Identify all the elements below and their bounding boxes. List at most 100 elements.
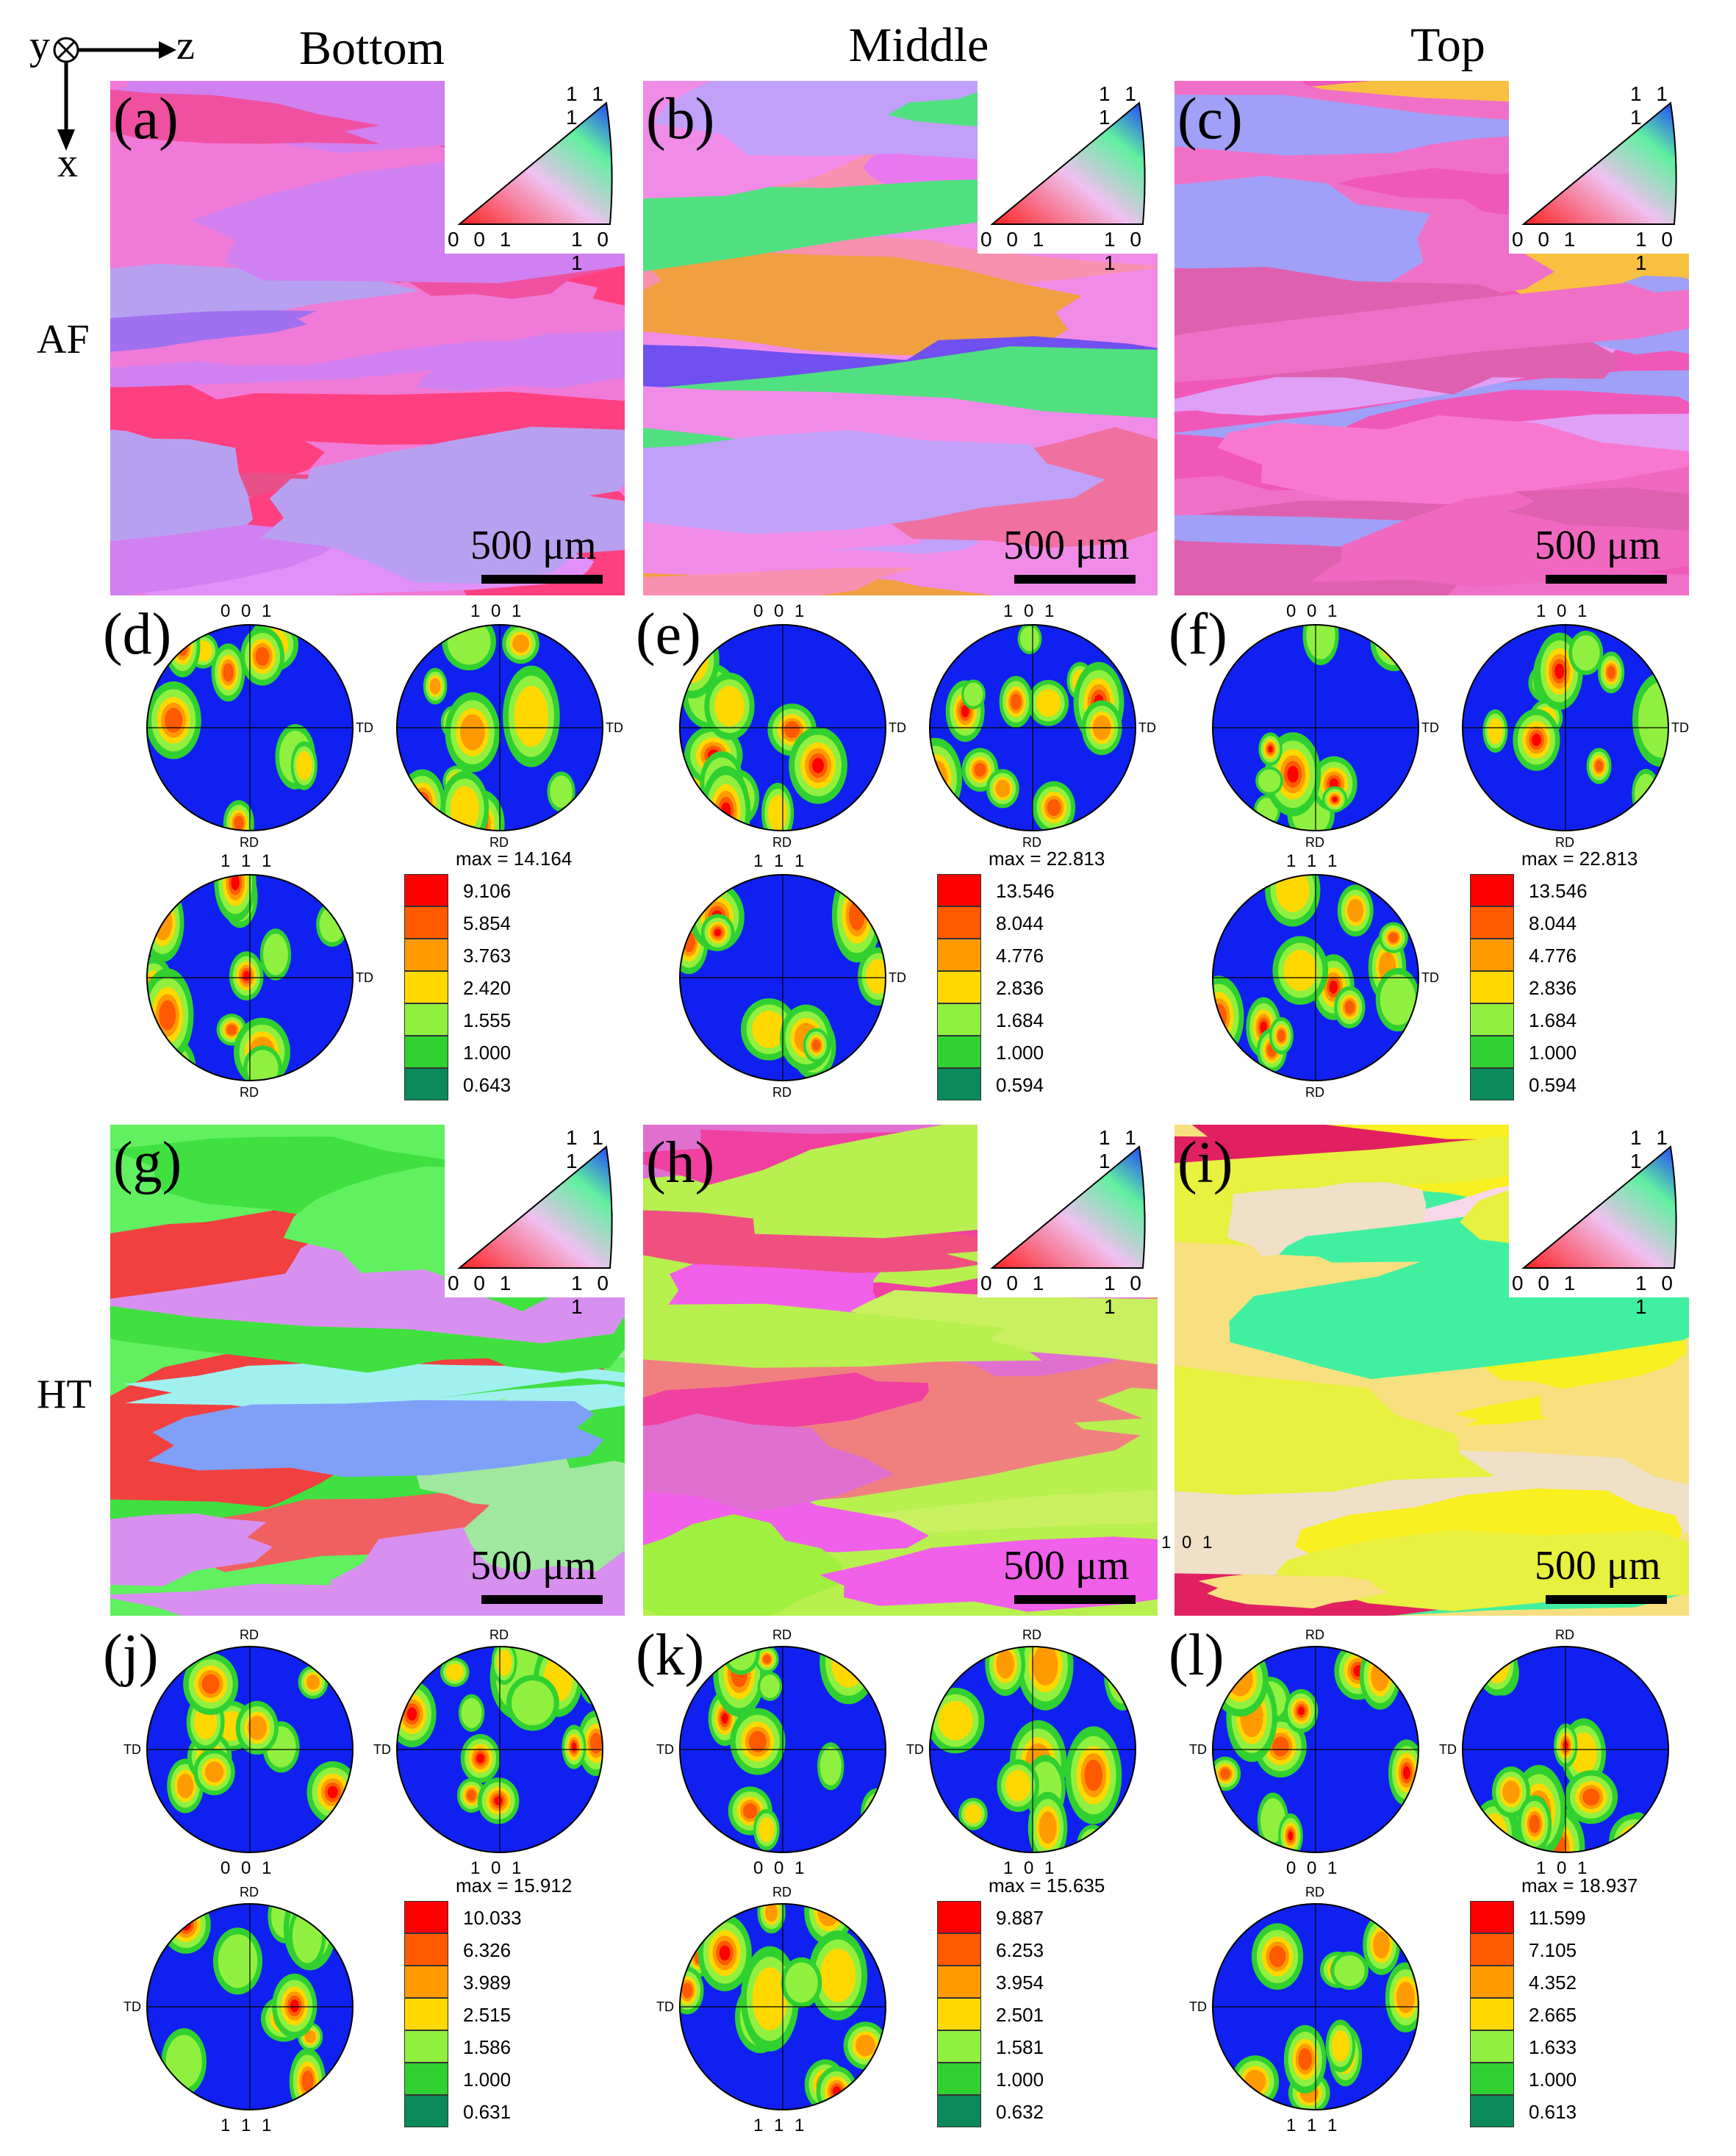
grain: [643, 430, 1105, 534]
legend-level: 8.044: [996, 912, 1044, 934]
legend-swatch: [404, 1966, 448, 1998]
legend-swatch: [404, 1901, 448, 1933]
grain: [643, 177, 1069, 290]
grain: [148, 1400, 604, 1478]
pole-figure-td-label: TD: [656, 1999, 674, 2014]
grain: [643, 1372, 929, 1433]
panel-label-c: (c): [1177, 87, 1243, 151]
legend-swatch: [404, 2095, 448, 2127]
pole-figure-td-label: TD: [356, 970, 373, 985]
legend-level: 0.613: [1529, 2101, 1577, 2123]
legend-max: max = 22.813: [989, 848, 1105, 870]
grain: [850, 1289, 1158, 1371]
legend-level: 1.581: [996, 2036, 1044, 2058]
legend-level: 1.000: [996, 2069, 1044, 2091]
legend-max: max = 15.635: [989, 1874, 1105, 1897]
legend-level: 4.352: [1529, 1971, 1577, 1994]
ebsd-grains-i: [1174, 1125, 1689, 1616]
pole-figure: [1460, 1644, 1671, 1859]
legend-swatch: [404, 2063, 448, 2095]
legend-level: 1.633: [1529, 2036, 1577, 2058]
legend-level: 0.594: [996, 1074, 1044, 1096]
grain: [643, 1514, 843, 1616]
ebsd-map-h: (h) 1 1 1 0 0 1 1 0 1 500 μm: [643, 1125, 1158, 1616]
pole-figure-group-d: (d) 0 0 1 TD RD 1 0 1 TD RD 1 1 1 TD RD max = 14.1…: [103, 599, 623, 1100]
ipf-label-001: 0 0 1: [448, 228, 516, 251]
pole-figure-title: 1 0 1: [470, 601, 525, 621]
legend-level: 10.033: [463, 1907, 522, 1929]
intensity-legend-f: max = 22.813 13.546 8.044 4.776 2.836 1.684 1.…: [1470, 848, 1676, 1100]
legend-swatch: [1470, 2095, 1514, 2127]
pole-figure: [144, 1901, 356, 2116]
legend-level: 0.643: [463, 1074, 512, 1096]
pole-figure: [1210, 872, 1421, 1087]
axis-z-label: z: [176, 23, 195, 68]
intensity-legend-e: max = 22.813 13.546 8.044 4.776 2.836 1.684 1.…: [937, 848, 1143, 1100]
column-header-middle: Middle: [848, 18, 989, 72]
grain: [110, 391, 625, 445]
grain: [643, 1413, 894, 1513]
pole-figure-td-label: TD: [1439, 1742, 1457, 1757]
legend-level: 2.501: [996, 2004, 1044, 2026]
ipf-label-001: 0 0 1: [980, 228, 1049, 251]
ipf-label-101: 1 0 1: [1635, 228, 1677, 274]
legend-swatch: [404, 1003, 448, 1036]
pole-figure-rd-label: RD: [772, 1085, 792, 1100]
legend-max: max = 14.164: [456, 848, 573, 870]
pole-figure-td-label: TD: [356, 720, 373, 735]
stray-ipf-label: 1 0 1: [1161, 1533, 1216, 1552]
pole-figure-title: 1 1 1: [220, 2116, 275, 2135]
grain: [1174, 281, 1689, 387]
ipf-key-i: 1 1 1 0 0 1 1 0 1: [1509, 1125, 1689, 1318]
pole-figure-td-label: TD: [906, 1742, 924, 1757]
pole-figure: [927, 622, 1138, 837]
pole-figure: [1210, 622, 1421, 837]
legend-level: 2.420: [463, 977, 512, 999]
ipf-key-g: 1 1 1 0 0 1 1 0 1: [445, 1125, 625, 1318]
legend-swatch: [937, 2030, 981, 2063]
legend-level: 1.000: [996, 1042, 1044, 1064]
scale-bar-label: 500 μm: [1003, 1543, 1130, 1589]
pole-figure-title: 0 0 1: [220, 1858, 275, 1878]
pole-figure-title: 1 1 1: [1286, 851, 1341, 871]
scale-bar: [481, 575, 603, 584]
panel-label-k: (k): [636, 1623, 705, 1688]
scale-bar: [1014, 1595, 1136, 1604]
legend-level: 0.594: [1529, 1074, 1577, 1096]
legend-level: 3.763: [463, 945, 512, 967]
legend-level: 2.515: [463, 2004, 512, 2026]
pole-figure-rd-label: RD: [1022, 835, 1041, 850]
pole-figure: [144, 872, 356, 1087]
panel-label-d: (d): [103, 602, 172, 667]
pole-figure-td-label: TD: [656, 1742, 674, 1757]
legend-swatch: [937, 971, 981, 1003]
pole-figure-rd-label: RD: [1305, 835, 1324, 850]
grain: [110, 279, 625, 370]
pole-figure-td-label: TD: [1671, 720, 1689, 735]
pole-figure-rd-label: RD: [1305, 1627, 1324, 1642]
ipf-label-111: 1 1 1: [1099, 1126, 1141, 1172]
legend-swatch: [404, 1068, 448, 1100]
pole-figure-title: 0 0 1: [753, 1858, 808, 1878]
pole-figure-title: 1 0 1: [1003, 1858, 1058, 1878]
grain: [304, 426, 625, 519]
grain: [819, 1536, 1158, 1612]
pole-figure-rd-label: RD: [1555, 1627, 1574, 1642]
legend-swatch: [1470, 1933, 1514, 1966]
legend-swatch: [1470, 1003, 1514, 1036]
ebsd-map-i: (i) 1 1 1 0 0 1 1 0 1 500 μm: [1174, 1125, 1689, 1616]
coordinate-axes: [53, 37, 176, 151]
ipf-label-111: 1 1 1: [566, 82, 608, 129]
pole-figure-group-l: (l) RD TD 0 0 1 RD TD 1 0 1 RD TD 1 1 1 max = 18.9…: [1169, 1617, 1683, 2135]
pole-figure: [677, 622, 889, 837]
grain: [1174, 1358, 1494, 1495]
grain: [1198, 1574, 1390, 1608]
column-header-bottom: Bottom: [298, 21, 445, 75]
ipf-label-101: 1 0 1: [1635, 1272, 1677, 1318]
legend-swatch: [1470, 1036, 1514, 1068]
legend-swatch: [404, 874, 448, 906]
pole-figure-rd-label: RD: [772, 835, 792, 850]
legend-level: 7.105: [1529, 1939, 1577, 1961]
grain: [643, 251, 1083, 358]
